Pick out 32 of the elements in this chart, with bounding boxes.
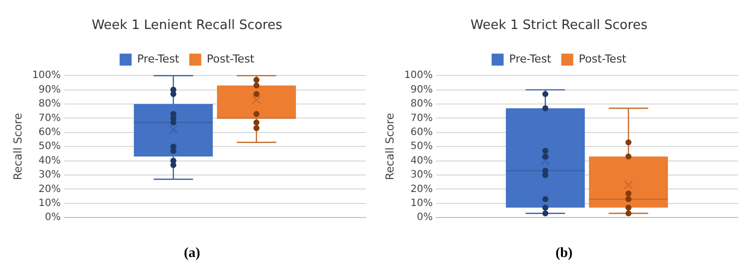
chart-title: Week 1 Strict Recall Scores [470,18,648,34]
y-tick-label: 50% [38,141,61,152]
legend-label: Pre-Test [137,52,180,66]
legend-label: Post-Test [206,52,256,66]
chart-title: Week 1 Lenient Recall Scores [92,18,283,34]
y-tick-label: 90% [38,84,61,96]
y-tick-label: 0% [44,212,61,224]
y-tick-label: 60% [38,126,61,138]
legend-label: Post-Test [578,52,628,66]
y-tick-label: 10% [38,198,61,209]
y-tick-label: 80% [410,98,433,110]
y-tick-label: 40% [38,155,61,166]
y-tick-label: 20% [410,184,433,195]
text: (a) [182,246,202,262]
y-tick-label: 20% [38,184,61,195]
y-tick-label: 100% [404,70,433,82]
y-tick-label: 70% [410,112,433,124]
y-tick-label: 90% [410,84,433,96]
y-tick-label: 30% [38,170,61,181]
y-tick-label: 50% [410,141,433,152]
y-tick-label: 60% [410,126,433,138]
y-tick-label: 100% [32,70,61,82]
y-tick-label: 30% [410,170,433,181]
y-axis-title: Recall Score [11,112,24,180]
y-axis-title: Recall Score [383,112,396,180]
legend-label: Pre-Test [509,52,552,66]
y-tick-label: 40% [410,155,433,166]
text: (b) [554,246,574,262]
y-tick-label: 0% [416,212,433,224]
y-tick-label: 70% [38,112,61,124]
y-tick-label: 80% [38,98,61,110]
y-tick-label: 10% [410,198,433,209]
